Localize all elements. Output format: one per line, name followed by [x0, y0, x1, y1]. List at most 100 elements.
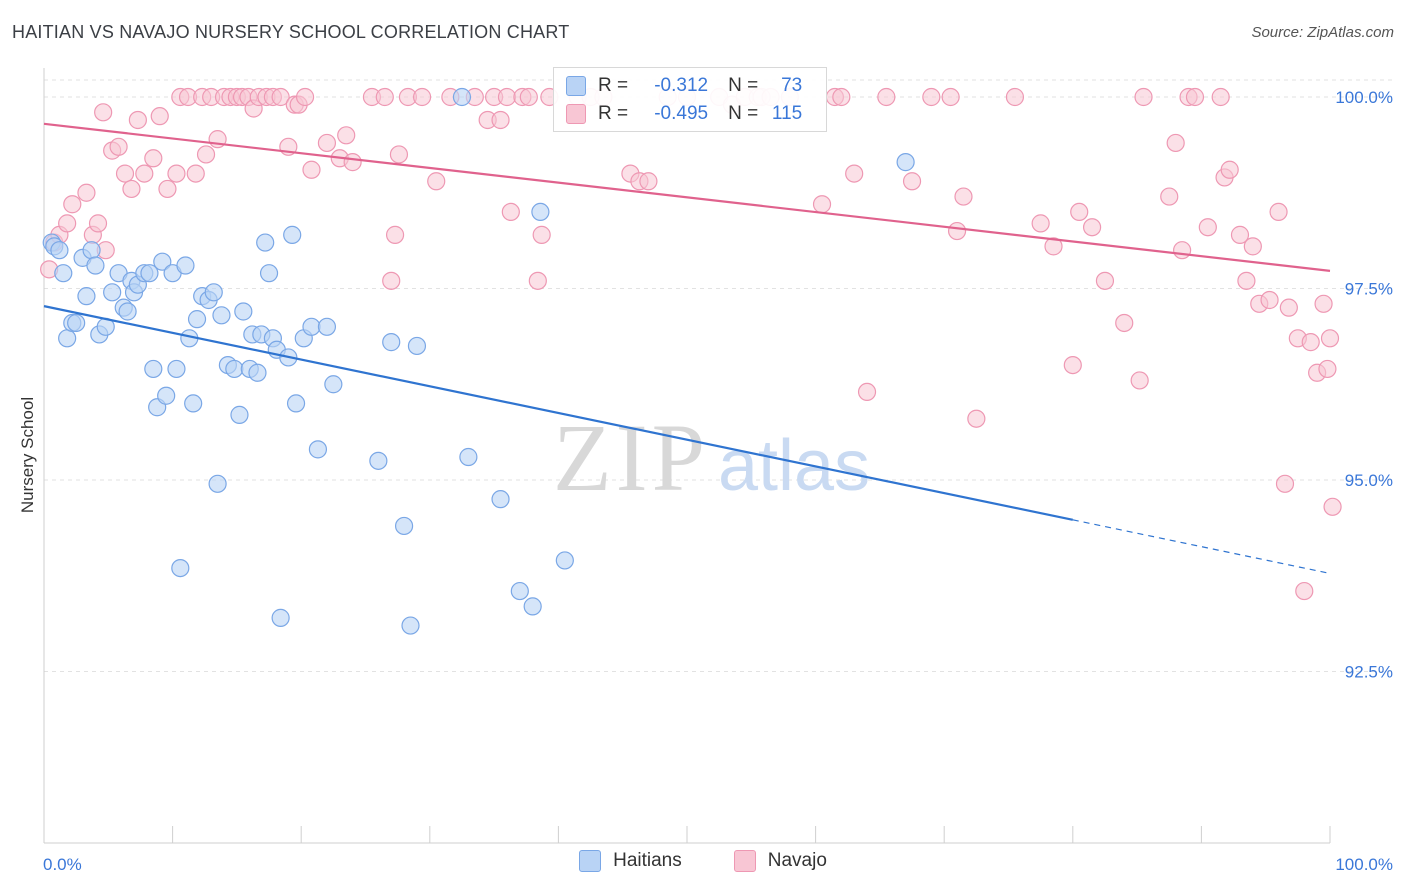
haitians-point [157, 386, 176, 405]
haitians-point [171, 558, 190, 578]
haitians-point [77, 287, 96, 306]
legend-item-navajo[interactable]: Navajo [733, 850, 827, 872]
haitians-point [523, 597, 542, 616]
navajo-point [1115, 313, 1134, 333]
haitians-point [50, 241, 69, 260]
legend-n-label: N = [728, 75, 759, 96]
haitians-point [407, 336, 427, 356]
navajo-point [857, 382, 877, 402]
navajo-point [954, 187, 973, 206]
navajo-point [1237, 271, 1256, 290]
chart-title: HAITIAN VS NAVAJO NURSERY SCHOOL CORRELA… [12, 22, 570, 42]
legend-label-navajo: Navajo [767, 850, 827, 871]
haitians-point [491, 490, 510, 509]
navajo-point [1005, 87, 1025, 107]
haitians-point [555, 551, 574, 570]
haitians-trend-line [43, 305, 1074, 521]
navajo-point [88, 214, 108, 233]
haitians-point [286, 394, 306, 413]
haitians-point [369, 451, 388, 470]
navajo-point [491, 110, 510, 130]
haitians-point [184, 394, 203, 413]
haitians-point [459, 447, 478, 467]
navajo-point [1031, 214, 1050, 233]
watermark-zip: ZIP [553, 404, 709, 511]
correlation-legend: R = -0.312 N = 73 R = -0.495 N = 115 [553, 67, 827, 132]
navajo-point [1160, 187, 1179, 206]
navajo-point [967, 409, 986, 428]
navajo-point [902, 172, 922, 191]
navajo-point [1295, 581, 1314, 601]
navajo-point [128, 110, 147, 130]
y-tick-label: 100.0% [1335, 88, 1393, 107]
haitians-point [256, 233, 275, 252]
axes [43, 68, 1331, 844]
haitians-point [153, 252, 172, 271]
tick-labels: 100.0% 97.5% 95.0% 92.5% 0.0% 100.0% [43, 88, 1393, 874]
haitians-point [324, 375, 343, 394]
legend-r-value: -0.312 [654, 75, 709, 96]
navajo-point [382, 271, 401, 290]
legend-r-label: R = [598, 75, 629, 96]
haitians-point [144, 359, 163, 379]
y-tick-label: 92.5% [1345, 663, 1393, 682]
navajo-point [1314, 294, 1333, 313]
navajo-point [295, 87, 315, 107]
navajo-point [109, 137, 128, 156]
navajo-point [196, 145, 216, 164]
navajo-point [94, 103, 113, 122]
navajo-point [1301, 333, 1320, 352]
navajo-point [501, 202, 520, 221]
haitians-point [248, 363, 267, 382]
navajo-point [1320, 329, 1340, 348]
navajo-point [877, 87, 896, 107]
watermark-atlas: atlas [718, 426, 870, 506]
x-tick-label: 0.0% [43, 855, 82, 874]
navajo-point [922, 87, 941, 107]
legend-n-value: 115 [771, 103, 803, 124]
legend-r-label: R = [598, 103, 629, 124]
navajo-point [186, 164, 205, 183]
haitians-point [212, 306, 231, 325]
navajo-point [115, 164, 135, 183]
navajo-point [1269, 202, 1288, 221]
haitians-point [54, 264, 73, 283]
haitians-point [176, 256, 195, 275]
legend-row-navajo: R = -0.495 N = 115 [566, 100, 802, 128]
navajo-point [385, 225, 405, 244]
navajo-point [1134, 87, 1153, 107]
navajo-point [302, 160, 321, 179]
haitians-point [394, 516, 414, 536]
legend-n-label: N = [728, 103, 759, 124]
legend-row-haitians: R = -0.312 N = 73 [566, 72, 802, 100]
haitians-point [283, 225, 302, 244]
legend-item-haitians[interactable]: Haitians [579, 850, 682, 872]
navajo-point [158, 179, 177, 199]
navajo-point [1275, 474, 1295, 493]
navajo-point [317, 133, 337, 153]
legend-r-value: -0.495 [654, 103, 709, 124]
navajo-point [947, 221, 967, 241]
haitians-point [896, 153, 915, 172]
navajo-point [1130, 371, 1149, 390]
navajo-point [122, 179, 141, 199]
navajo-point [144, 149, 163, 168]
navajo-point [812, 195, 832, 214]
haitians-point [308, 440, 328, 459]
navajo-point [845, 164, 864, 183]
haitians-point [401, 616, 420, 635]
navajo-point [1173, 241, 1192, 260]
navajo-point [1166, 133, 1185, 153]
haitians-point [230, 405, 249, 424]
navajo-point [1211, 87, 1230, 107]
navajo-point [1230, 225, 1250, 244]
navajo-point [150, 107, 169, 126]
navajo-point [77, 183, 96, 202]
haitians-point [187, 310, 207, 329]
navajo-point [167, 164, 186, 183]
legend-n-value: 73 [781, 75, 803, 96]
navajo-point [343, 153, 362, 172]
navajo-point [427, 172, 446, 191]
navajo-point [135, 164, 154, 183]
